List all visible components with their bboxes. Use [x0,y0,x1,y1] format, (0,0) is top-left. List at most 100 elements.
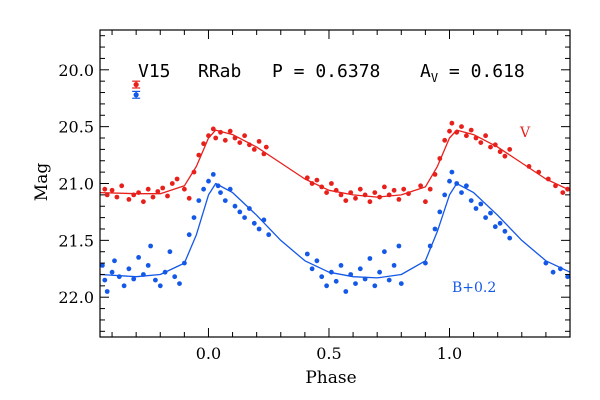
title-variable-type: RRab [198,61,241,82]
data-point-v [560,190,566,196]
data-point-v [136,190,142,196]
data-point-b [377,269,382,275]
data-point-b [167,249,173,255]
data-point-v [304,175,310,181]
data-point-b [242,215,248,221]
series-label-b: B+0.2 [452,280,496,296]
data-point-b [126,266,132,272]
data-point-v [449,120,455,126]
data-point-v [432,172,438,177]
data-point-v [473,135,479,141]
data-point-v [126,197,132,202]
series-label-v: V [519,125,531,141]
data-point-b [357,266,363,272]
data-point-v [545,176,551,182]
data-point-v [165,193,170,199]
data-point-v [377,194,382,200]
data-point-v [372,190,378,196]
data-point-v [119,183,125,189]
legend-errorbar-b [132,90,141,99]
data-point-b [507,235,513,241]
data-point-b [314,258,320,264]
data-point-b [386,277,392,283]
legend-marker [133,81,139,88]
data-point-b [442,192,448,198]
data-point-b [109,269,115,275]
data-point-b [100,263,105,268]
data-point-v [483,133,488,139]
data-point-b [182,260,187,266]
data-point-b [483,215,488,221]
data-point-b [329,269,334,275]
data-point-v [145,186,151,192]
data-point-b [237,209,243,215]
data-point-b [367,256,373,261]
data-point-v [526,164,532,169]
fit-curve-b [99,182,571,279]
data-point-b [116,274,122,280]
data-point-v [447,128,452,134]
data-point-v [232,135,238,141]
data-point-v [386,192,392,198]
legend-marker [133,92,139,98]
data-point-b [398,281,404,286]
data-point-b [186,232,192,238]
data-point-b [227,186,233,192]
data-point-v [201,141,207,147]
data-point-b [256,226,262,232]
data-point-b [423,260,428,266]
data-point-b [473,206,479,211]
data-point-b [558,266,563,272]
data-point-b [102,277,108,283]
data-point-b [348,272,354,277]
data-point-b [104,289,110,294]
data-point-b [502,228,508,234]
data-point-b [121,283,127,289]
data-point-v [507,147,513,152]
y-tick-label: 20.0 [58,61,94,80]
data-point-v [174,176,180,182]
data-point-v [141,199,146,205]
data-point-v [131,192,137,198]
data-point-b [145,263,151,268]
data-point-v [338,192,344,198]
title-star-name: V15 [138,61,171,82]
data-point-b [112,258,117,264]
y-tick-label: 21.5 [58,231,94,250]
title-amplitude-subscript: V [431,71,438,85]
data-point-v [382,184,387,190]
legend-errorbar-v [132,80,141,89]
data-point-b [206,178,211,184]
data-point-b [437,209,443,215]
data-point-b [488,210,493,216]
data-point-v [553,183,558,189]
data-point-v [114,194,120,200]
data-point-b [343,289,349,294]
data-point-b [157,283,163,289]
data-point-b [497,220,503,226]
data-point-b [247,206,252,211]
data-point-v [169,181,175,186]
data-point-v [329,181,334,186]
data-point-v [261,151,267,157]
data-point-v [401,186,407,192]
data-point-b [353,281,358,286]
data-point-b [172,274,178,280]
data-point-b [464,183,469,189]
data-point-b [131,276,137,282]
data-point-b [162,269,168,275]
data-point-b [372,283,378,289]
data-point-b [396,243,402,249]
data-point-b [266,232,272,238]
data-point-b [550,269,556,275]
x-tick-label: 1.0 [437,344,462,363]
data-point-b [449,169,455,175]
data-point-v [319,184,325,190]
data-point-b [304,251,310,257]
data-point-v [210,126,216,132]
data-point-v [423,199,428,205]
data-point-v [206,133,211,139]
data-point-b [543,260,549,266]
data-point-v [333,187,339,193]
